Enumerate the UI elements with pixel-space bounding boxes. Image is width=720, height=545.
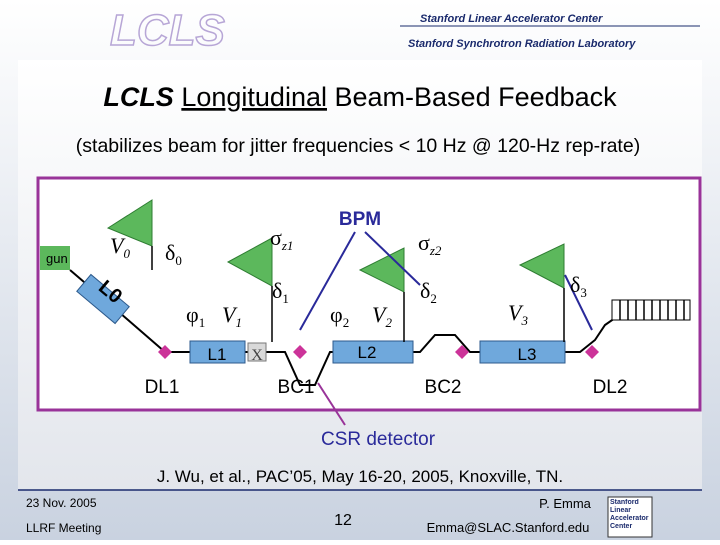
dl1-label: DL1 [145, 377, 180, 398]
l0-section [76, 273, 130, 325]
symbol: δ [570, 272, 580, 297]
v0-label: V0 [110, 233, 130, 261]
klystron [226, 237, 273, 287]
symbol: δ [420, 278, 430, 303]
l2-section [332, 340, 414, 364]
gun-label: gun [46, 251, 68, 266]
subscript: 1 [199, 315, 206, 330]
subscript: 2 [430, 291, 437, 306]
symbol: δ [165, 240, 175, 265]
gun-box [40, 246, 70, 270]
footer-logo: Stanford Linear Accelerator Center [610, 499, 649, 530]
footer-email: Emma@SLAC.Stanford.edu [427, 520, 590, 535]
footer-logo-box [607, 496, 653, 538]
csr-line [317, 382, 346, 426]
header-org2: Stanford Synchrotron Radiation Laborator… [408, 38, 636, 50]
reference: J. Wu, et al., PAC’05, May 16-20, 2005, … [157, 467, 563, 486]
subscript: 1 [235, 315, 242, 330]
symbol: σ [270, 225, 282, 250]
symbol: V [110, 233, 126, 258]
v2-label: V2 [372, 302, 392, 330]
subscript: z1 [281, 238, 294, 253]
header-org1: Stanford Linear Accelerator Center [420, 13, 603, 25]
p2-label: φ2 [330, 302, 349, 330]
bpm-label: BPM [339, 209, 381, 230]
symbol: V [372, 302, 388, 327]
undulator [611, 299, 691, 321]
bpm-line [299, 231, 593, 331]
subscript: 2 [343, 315, 350, 330]
subscript: z2 [429, 243, 442, 258]
footer-logo-text: Stanford Linear Accelerator Center [610, 499, 649, 530]
symbol: φ [186, 302, 199, 327]
subscript: 1 [282, 291, 289, 306]
l2-label: L2 [358, 343, 377, 362]
footer-date: 23 Nov. 2005 [26, 496, 97, 510]
csr-label: CSR detector [321, 429, 436, 450]
sz1-label: σz1 [270, 225, 293, 253]
diagram-frame [36, 176, 702, 412]
subscript: 3 [520, 313, 528, 328]
footer-meeting: LLRF Meeting [26, 521, 101, 535]
symbol: φ [330, 302, 343, 327]
klystron [106, 199, 153, 247]
bc1-label: BC1 [278, 377, 315, 398]
v1-label: V1 [222, 302, 242, 330]
undulator-poles [619, 300, 685, 320]
page-number: 12 [334, 512, 352, 529]
subscript: 0 [175, 253, 182, 268]
symbol: V [222, 302, 238, 327]
v3-label: V3 [508, 300, 528, 328]
d2-label: δ2 [420, 278, 437, 306]
bc2-label: BC2 [425, 377, 462, 398]
slide-title: LCLS Longitudinal Beam-Based Feedback [103, 82, 617, 112]
footer-author: P. Emma [539, 496, 592, 511]
x-label: X [251, 347, 263, 364]
title-part: Longitudinal [181, 82, 327, 112]
d3-label: δ3 [570, 272, 587, 300]
subscript: 2 [385, 315, 392, 330]
symbol: δ [272, 278, 282, 303]
d0-label: δ0 [165, 240, 182, 268]
symbol: V [508, 300, 524, 325]
rf-feed [151, 246, 565, 342]
p1-label: φ1 [186, 302, 205, 330]
title-part: LCLS [103, 82, 174, 112]
l1-section [189, 340, 246, 364]
dl2-label: DL2 [593, 377, 628, 398]
subtitle: (stabilizes beam for jitter frequencies … [76, 135, 640, 157]
l3-section [479, 340, 566, 364]
header-logo: LCLS [110, 6, 225, 55]
l1-label: L1 [208, 345, 227, 364]
bpm-markers [158, 345, 599, 359]
title-part: Beam-Based Feedback [335, 82, 618, 112]
sz2-label: σz2 [418, 230, 442, 258]
subscript: 3 [580, 285, 587, 300]
symbol: σ [418, 230, 430, 255]
x-section [247, 342, 267, 362]
d1-label: δ1 [272, 278, 289, 306]
klystron [518, 243, 565, 289]
l3-label: L3 [518, 345, 537, 364]
subscript: 0 [123, 246, 130, 261]
